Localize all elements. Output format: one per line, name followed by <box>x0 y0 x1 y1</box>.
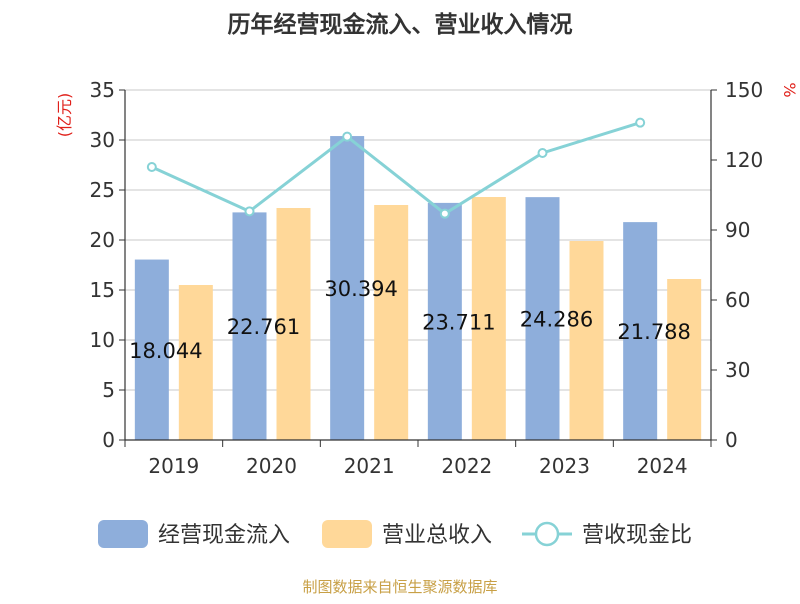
legend-swatch-marker <box>534 521 560 547</box>
legend-swatch-1 <box>322 520 372 548</box>
legend-label-1: 营业总收入 <box>382 523 492 548</box>
data-label-cash-inflow-2022: 23.711 <box>422 310 495 334</box>
data-label-cash-inflow-2019: 18.044 <box>129 339 202 363</box>
right-tick-label: 0 <box>725 428 738 452</box>
point-cash-ratio-2019 <box>146 162 157 172</box>
x-tick-label: 2024 <box>637 454 688 478</box>
legend-label-0: 经营现金流入 <box>158 523 290 548</box>
x-tick-label: 2020 <box>246 454 297 478</box>
bar-cash-inflow-2023 <box>525 197 560 440</box>
left-tick-label: 30 <box>90 128 115 152</box>
source-note: 制图数据来自恒生聚源数据库 <box>302 578 497 596</box>
left-tick-label: 25 <box>90 178 115 202</box>
point-cash-ratio-2024 <box>635 117 646 128</box>
left-axis-unit-label: (亿元) <box>55 93 74 138</box>
point-cash-ratio-2021 <box>342 131 353 142</box>
left-tick-label: 5 <box>102 378 115 402</box>
bar-revenue-2019 <box>178 285 213 440</box>
left-tick-label: 20 <box>90 228 115 252</box>
data-label-cash-inflow-2024: 21.788 <box>617 320 690 344</box>
bar-revenue-2021 <box>374 205 409 440</box>
axes-layer: 0 5 10 15 20 25 30 35 0 30 60 90 120 150 2019 2020 2021 2… <box>90 78 764 478</box>
bar-revenue-2022 <box>471 197 506 440</box>
right-axis-unit-label: % <box>780 82 799 97</box>
bars-layer <box>134 136 702 440</box>
point-cash-ratio-2020 <box>244 206 255 217</box>
data-label-cash-inflow-2021: 30.394 <box>324 277 397 301</box>
left-tick-label: 35 <box>90 78 115 102</box>
right-tick-label: 60 <box>725 288 750 312</box>
bar-cash-inflow-2021 <box>330 136 365 440</box>
bar-cash-inflow-2022 <box>427 202 462 440</box>
left-tick-label: 10 <box>90 328 115 352</box>
line-cash-ratio <box>151 121 641 216</box>
bar-revenue-2023 <box>569 241 604 440</box>
bar-cash-inflow-2020 <box>232 212 267 440</box>
right-tick-label: 150 <box>725 78 763 102</box>
legend-label-2: 营收现金比 <box>582 523 692 548</box>
x-tick-label: 2019 <box>148 454 199 478</box>
x-tick-label: 2021 <box>344 454 395 478</box>
bar-revenue-2024 <box>667 279 702 440</box>
point-cash-ratio-2023 <box>537 148 548 158</box>
bar-cash-inflow-2019 <box>134 259 169 440</box>
left-tick-label: 15 <box>90 278 115 302</box>
data-labels-layer: 18.044 22.761 30.394 23.711 24.286 21.788 <box>129 277 691 363</box>
legend-swatch-0 <box>98 520 148 548</box>
right-tick-label: 120 <box>725 148 763 172</box>
right-tick-label: 90 <box>725 218 750 242</box>
data-label-cash-inflow-2023: 24.286 <box>520 308 593 332</box>
gridlines <box>125 89 711 391</box>
x-tick-label: 2023 <box>539 454 590 478</box>
bar-cash-inflow-2024 <box>623 222 658 440</box>
line-layer <box>146 117 646 219</box>
data-label-cash-inflow-2020: 22.761 <box>227 315 300 339</box>
point-cash-ratio-2022 <box>439 208 450 219</box>
legend: 经营现金流入 营业总收入 营收现金比 <box>98 520 692 548</box>
left-tick-label: 0 <box>102 428 115 452</box>
bar-revenue-2020 <box>276 208 311 440</box>
right-tick-label: 30 <box>725 358 750 382</box>
chart-title: 历年经营现金流入、营业收入情况 <box>228 11 573 38</box>
x-tick-label: 2022 <box>441 454 492 478</box>
